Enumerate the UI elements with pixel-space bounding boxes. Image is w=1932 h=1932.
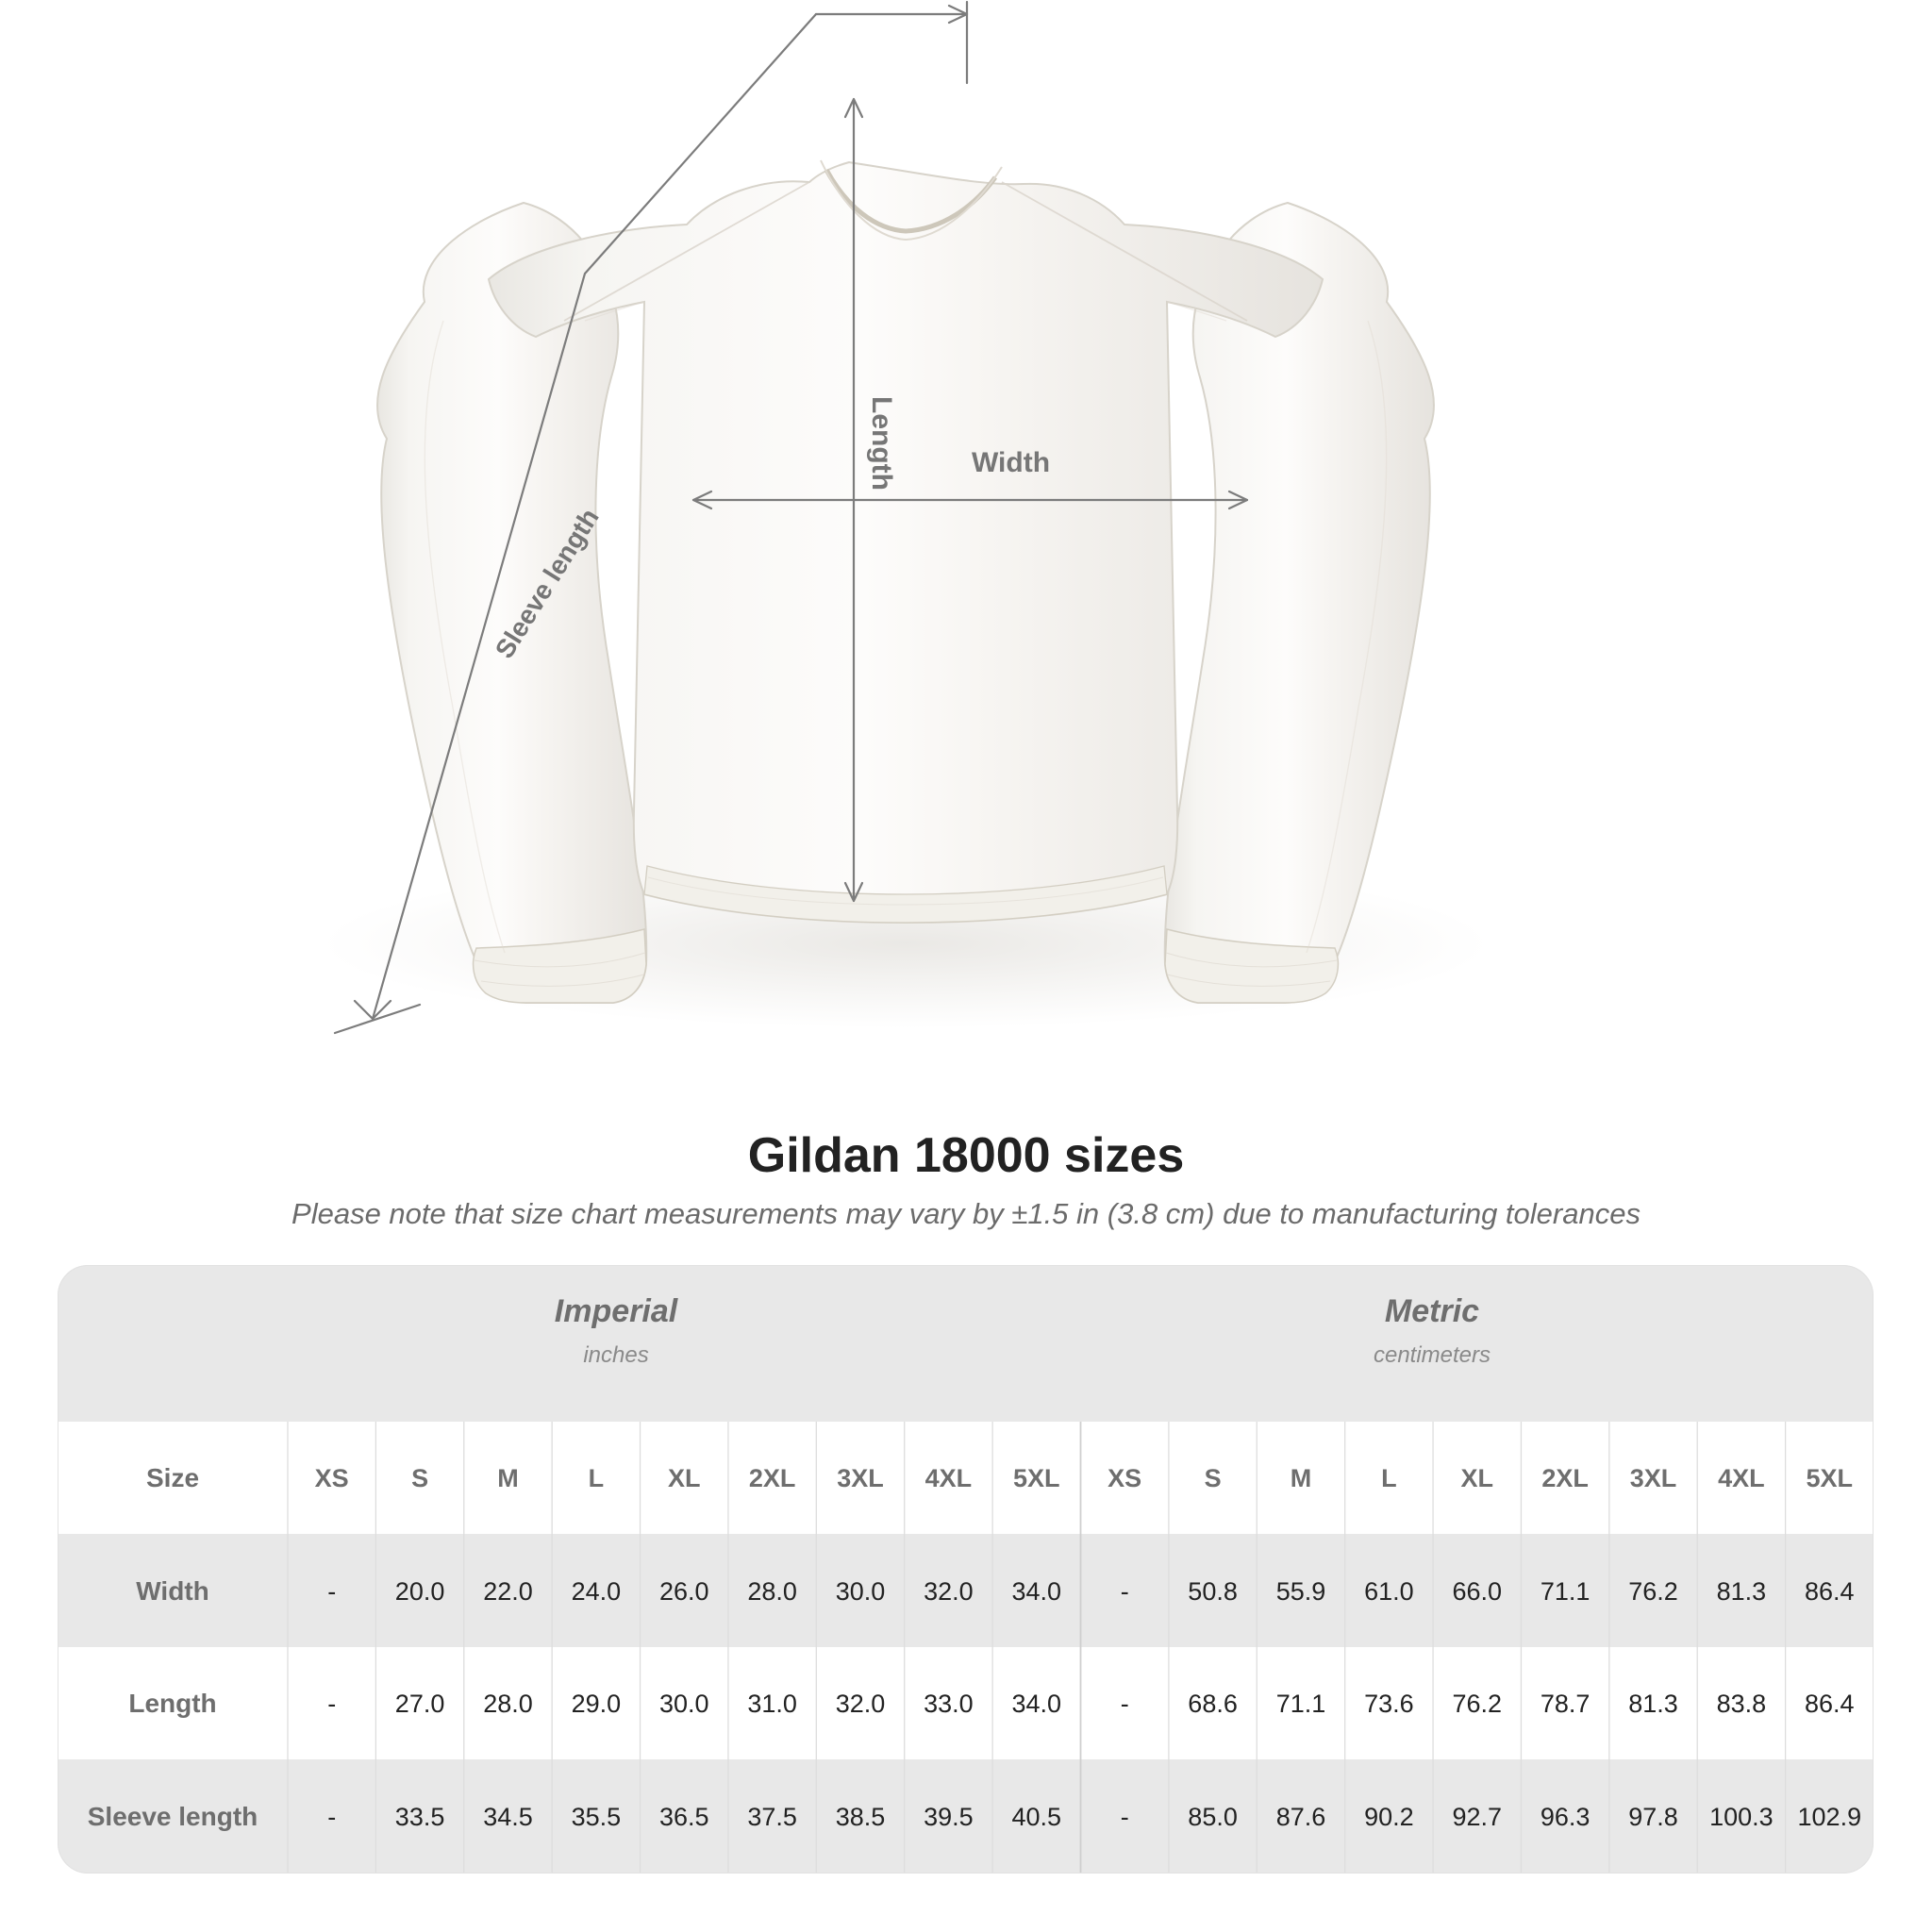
svg-text:78.7: 78.7 — [1541, 1690, 1591, 1718]
svg-text:-: - — [1121, 1803, 1129, 1831]
svg-text:32.0: 32.0 — [836, 1690, 886, 1718]
svg-text:2XL: 2XL — [1541, 1464, 1589, 1492]
svg-text:36.5: 36.5 — [659, 1803, 709, 1831]
svg-text:22.0: 22.0 — [483, 1577, 533, 1606]
svg-text:Sleeve length: Sleeve length — [88, 1802, 258, 1831]
svg-text:5XL: 5XL — [1013, 1464, 1060, 1492]
svg-text:35.5: 35.5 — [572, 1803, 622, 1831]
svg-text:Length: Length — [866, 396, 897, 491]
svg-text:centimeters: centimeters — [1374, 1342, 1491, 1368]
svg-text:Imperial: Imperial — [555, 1293, 679, 1329]
svg-text:37.5: 37.5 — [747, 1803, 797, 1831]
svg-text:4XL: 4XL — [925, 1464, 973, 1492]
svg-text:inches: inches — [583, 1342, 648, 1368]
svg-text:34.0: 34.0 — [1012, 1577, 1062, 1606]
svg-text:83.8: 83.8 — [1717, 1690, 1767, 1718]
svg-text:XS: XS — [315, 1464, 349, 1492]
svg-text:81.3: 81.3 — [1717, 1577, 1767, 1606]
svg-text:100.3: 100.3 — [1709, 1803, 1774, 1831]
svg-text:55.9: 55.9 — [1276, 1577, 1326, 1606]
svg-text:33.5: 33.5 — [395, 1803, 445, 1831]
svg-text:86.4: 86.4 — [1805, 1577, 1855, 1606]
svg-text:-: - — [327, 1690, 336, 1718]
svg-text:92.7: 92.7 — [1452, 1803, 1502, 1831]
svg-text:68.6: 68.6 — [1188, 1690, 1238, 1718]
svg-text:86.4: 86.4 — [1805, 1690, 1855, 1718]
svg-text:40.5: 40.5 — [1012, 1803, 1062, 1831]
svg-text:38.5: 38.5 — [836, 1803, 886, 1831]
svg-text:34.5: 34.5 — [483, 1803, 533, 1831]
svg-text:27.0: 27.0 — [395, 1690, 445, 1718]
svg-text:XL: XL — [1460, 1464, 1493, 1492]
svg-text:30.0: 30.0 — [659, 1690, 709, 1718]
svg-text:-: - — [1121, 1690, 1129, 1718]
svg-text:81.3: 81.3 — [1628, 1690, 1678, 1718]
svg-text:XL: XL — [668, 1464, 701, 1492]
svg-text:Width: Width — [972, 447, 1050, 478]
svg-text:85.0: 85.0 — [1188, 1803, 1238, 1831]
svg-text:S: S — [1205, 1464, 1222, 1492]
svg-text:33.0: 33.0 — [924, 1690, 974, 1718]
svg-text:30.0: 30.0 — [836, 1577, 886, 1606]
svg-text:50.8: 50.8 — [1188, 1577, 1238, 1606]
svg-text:Width: Width — [136, 1576, 209, 1606]
svg-text:3XL: 3XL — [1630, 1464, 1677, 1492]
svg-text:4XL: 4XL — [1718, 1464, 1765, 1492]
svg-text:Metric: Metric — [1385, 1293, 1479, 1329]
svg-text:90.2: 90.2 — [1364, 1803, 1414, 1831]
svg-text:28.0: 28.0 — [747, 1577, 797, 1606]
svg-text:102.9: 102.9 — [1798, 1803, 1862, 1831]
svg-text:34.0: 34.0 — [1012, 1690, 1062, 1718]
svg-text:L: L — [1381, 1464, 1397, 1492]
svg-text:-: - — [327, 1803, 336, 1831]
svg-text:96.3: 96.3 — [1541, 1803, 1591, 1831]
svg-text:87.6: 87.6 — [1276, 1803, 1326, 1831]
svg-text:20.0: 20.0 — [395, 1577, 445, 1606]
svg-text:28.0: 28.0 — [483, 1690, 533, 1718]
svg-text:Length: Length — [128, 1689, 216, 1718]
svg-text:29.0: 29.0 — [572, 1690, 622, 1718]
svg-text:M: M — [1291, 1464, 1312, 1492]
svg-text:XS: XS — [1108, 1464, 1141, 1492]
svg-text:71.1: 71.1 — [1276, 1690, 1326, 1718]
svg-text:M: M — [497, 1464, 519, 1492]
svg-text:73.6: 73.6 — [1364, 1690, 1414, 1718]
svg-text:Size: Size — [146, 1463, 199, 1492]
svg-text:3XL: 3XL — [837, 1464, 884, 1492]
svg-text:S: S — [411, 1464, 428, 1492]
svg-text:61.0: 61.0 — [1364, 1577, 1414, 1606]
svg-text:24.0: 24.0 — [572, 1577, 622, 1606]
svg-text:66.0: 66.0 — [1452, 1577, 1502, 1606]
svg-text:2XL: 2XL — [749, 1464, 796, 1492]
svg-text:32.0: 32.0 — [924, 1577, 974, 1606]
svg-text:39.5: 39.5 — [924, 1803, 974, 1831]
svg-text:5XL: 5XL — [1807, 1464, 1854, 1492]
svg-text:L: L — [589, 1464, 605, 1492]
svg-text:97.8: 97.8 — [1628, 1803, 1678, 1831]
svg-text:-: - — [1121, 1577, 1129, 1606]
svg-text:26.0: 26.0 — [659, 1577, 709, 1606]
svg-text:76.2: 76.2 — [1452, 1690, 1502, 1718]
svg-text:76.2: 76.2 — [1628, 1577, 1678, 1606]
svg-text:31.0: 31.0 — [747, 1690, 797, 1718]
svg-text:-: - — [327, 1577, 336, 1606]
svg-text:71.1: 71.1 — [1541, 1577, 1591, 1606]
